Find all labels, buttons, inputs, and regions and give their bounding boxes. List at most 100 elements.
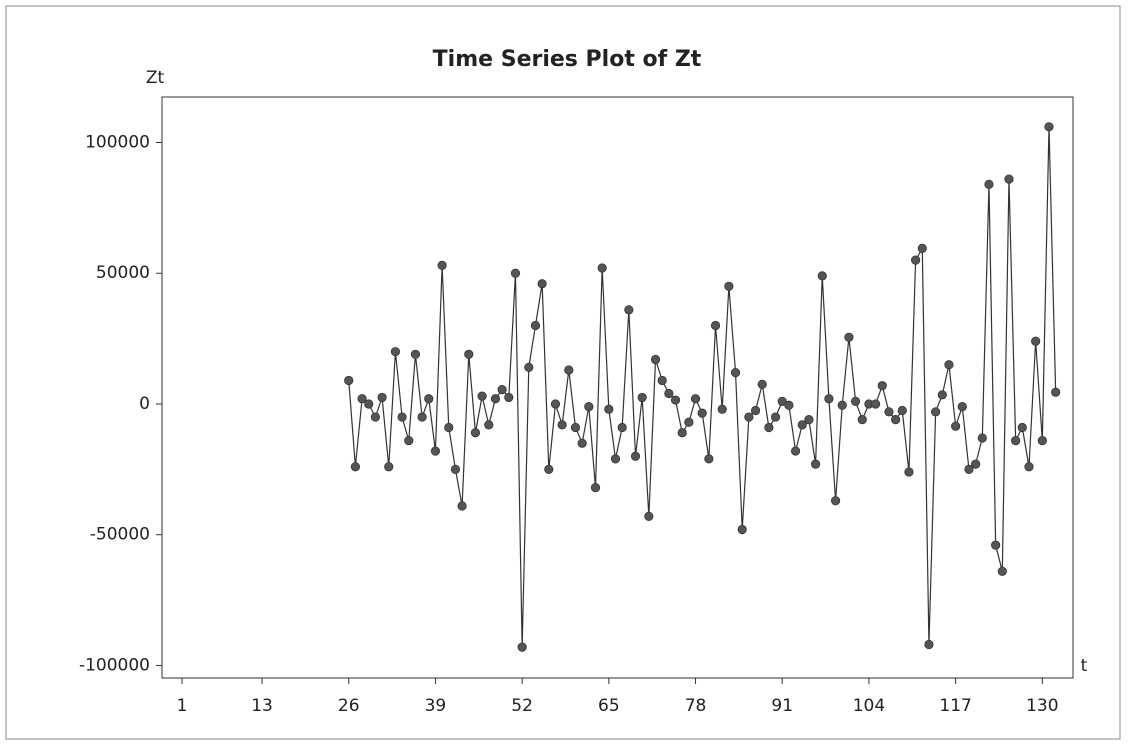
y-tick-label: 100000 — [85, 132, 150, 152]
point — [438, 261, 446, 269]
point — [925, 640, 933, 648]
point — [398, 413, 406, 421]
point — [458, 502, 466, 510]
point — [891, 415, 899, 423]
point — [365, 400, 373, 408]
point — [978, 434, 986, 442]
point — [425, 395, 433, 403]
point — [725, 282, 733, 290]
point — [351, 463, 359, 471]
point — [878, 381, 886, 389]
outer-frame — [6, 6, 1120, 739]
point — [671, 396, 679, 404]
x-tick-label: 13 — [251, 696, 273, 716]
x-tick-label: 91 — [771, 696, 793, 716]
point — [998, 567, 1006, 575]
point — [845, 333, 853, 341]
point — [525, 363, 533, 371]
point — [818, 272, 826, 280]
x-tick-label: 130 — [1026, 696, 1058, 716]
point — [1018, 423, 1026, 431]
point — [451, 465, 459, 473]
point — [1045, 123, 1053, 131]
point — [551, 400, 559, 408]
point — [498, 385, 506, 393]
point — [471, 429, 479, 437]
point — [545, 465, 553, 473]
y-tick-label: -50000 — [90, 525, 150, 545]
point — [958, 402, 966, 410]
point — [371, 413, 379, 421]
point — [658, 376, 666, 384]
point — [491, 395, 499, 403]
point — [485, 421, 493, 429]
point — [558, 421, 566, 429]
x-tick-label: 104 — [853, 696, 885, 716]
point — [651, 355, 659, 363]
point — [811, 460, 819, 468]
point — [938, 391, 946, 399]
point — [578, 439, 586, 447]
point — [945, 361, 953, 369]
point — [698, 409, 706, 417]
point — [665, 389, 673, 397]
point — [918, 244, 926, 252]
point — [478, 392, 486, 400]
point — [591, 483, 599, 491]
point — [411, 350, 419, 358]
point — [511, 269, 519, 277]
point — [898, 406, 906, 414]
point — [871, 400, 879, 408]
point — [571, 423, 579, 431]
point — [678, 429, 686, 437]
point — [1051, 388, 1059, 396]
point — [625, 306, 633, 314]
y-axis-label: Zt — [146, 68, 165, 88]
point — [585, 402, 593, 410]
x-tick-label: 65 — [598, 696, 620, 716]
point — [405, 436, 413, 444]
point — [505, 393, 513, 401]
x-tick-label: 117 — [939, 696, 971, 716]
point — [705, 455, 713, 463]
x-tick-label: 52 — [511, 696, 533, 716]
point — [911, 256, 919, 264]
x-tick-label: 26 — [338, 696, 360, 716]
point — [785, 401, 793, 409]
point — [618, 423, 626, 431]
point — [518, 643, 526, 651]
x-tick-label: 78 — [685, 696, 707, 716]
point — [758, 380, 766, 388]
point — [418, 413, 426, 421]
x-tick-label: 39 — [425, 696, 447, 716]
point — [691, 395, 699, 403]
point — [825, 395, 833, 403]
point — [1031, 337, 1039, 345]
point — [611, 455, 619, 463]
y-tick-label: 0 — [139, 394, 150, 414]
point — [751, 406, 759, 414]
point — [1025, 463, 1033, 471]
point — [885, 408, 893, 416]
point — [791, 447, 799, 455]
point — [771, 413, 779, 421]
point — [685, 418, 693, 426]
chart: Time Series Plot of Zt Zt t -100000-5000… — [0, 0, 1128, 745]
series-line — [349, 127, 1056, 647]
point — [631, 452, 639, 460]
point — [951, 422, 959, 430]
point — [838, 401, 846, 409]
point — [718, 405, 726, 413]
point — [985, 180, 993, 188]
point — [738, 525, 746, 533]
point — [445, 423, 453, 431]
point — [605, 405, 613, 413]
x-axis-label: t — [1081, 656, 1088, 676]
point — [465, 350, 473, 358]
point — [565, 366, 573, 374]
point — [538, 279, 546, 287]
point — [711, 321, 719, 329]
point — [765, 423, 773, 431]
point — [731, 368, 739, 376]
y-tick-label: -100000 — [79, 655, 150, 675]
